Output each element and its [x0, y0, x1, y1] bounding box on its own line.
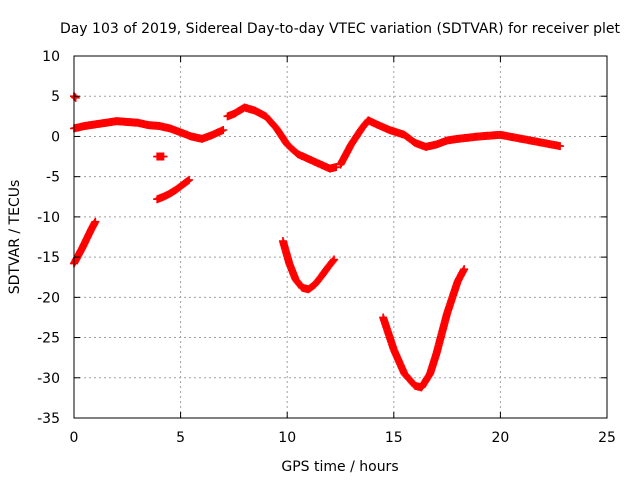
x-axis: 0 5 10 15 20 25 — [70, 56, 616, 446]
data-point — [70, 93, 79, 102]
grid — [74, 56, 607, 418]
y-tick-label: 10 — [42, 49, 60, 65]
series-arc-e — [278, 237, 339, 294]
series-arc-d — [70, 92, 80, 102]
plot-points — [70, 92, 565, 392]
y-tick-label: -25 — [37, 331, 60, 347]
chart-title: Day 103 of 2019, Sidereal Day-to-day VTE… — [60, 21, 621, 37]
data-point — [184, 176, 193, 185]
y-axis: 10 5 0 -5 -10 -15 -20 -25 -30 -35 — [37, 49, 607, 427]
data-point — [185, 175, 194, 184]
x-tick-label: 0 — [70, 430, 79, 446]
series-arc-main-1 — [70, 117, 228, 143]
x-tick-label: 20 — [491, 430, 509, 446]
data-point — [460, 265, 469, 274]
x-tick-label: 15 — [385, 430, 403, 446]
data-point — [159, 152, 168, 161]
data-point — [332, 163, 341, 172]
y-axis-label: SDTVAR / TECUs — [7, 180, 23, 295]
data-point — [219, 126, 228, 135]
data-point — [91, 217, 100, 226]
series-arc-main-2 — [223, 103, 341, 173]
data-point — [556, 142, 565, 151]
series-arc-b — [153, 175, 194, 204]
y-tick-label: -5 — [46, 170, 60, 186]
x-axis-label: GPS time / hours — [281, 459, 398, 475]
y-tick-label: -10 — [37, 210, 60, 226]
y-tick-label: -30 — [37, 371, 60, 387]
y-tick-label: -15 — [37, 250, 60, 266]
y-tick-label: 5 — [51, 89, 60, 105]
data-point — [329, 256, 338, 265]
series-arc-c — [153, 152, 168, 161]
data-point — [330, 255, 339, 264]
series-arc-f — [379, 265, 469, 392]
x-tick-label: 10 — [278, 430, 296, 446]
x-tick-label: 25 — [598, 430, 616, 446]
y-tick-label: -20 — [37, 290, 60, 306]
data-point — [71, 93, 80, 102]
y-tick-label: 0 — [51, 129, 60, 145]
y-tick-label: -35 — [37, 411, 60, 427]
plot-frame — [73, 55, 608, 419]
series-arc-main-3 — [336, 116, 565, 169]
x-tick-label: 5 — [176, 430, 185, 446]
